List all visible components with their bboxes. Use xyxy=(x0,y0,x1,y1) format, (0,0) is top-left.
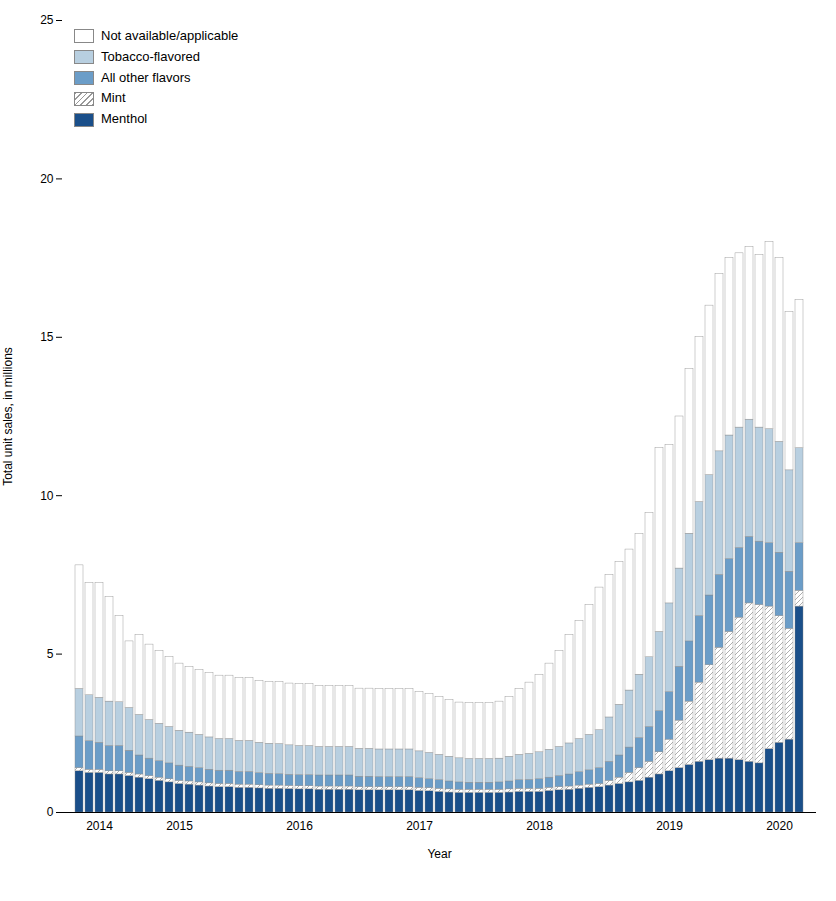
svg-text:Total unit sales, in millions: Total unit sales, in millions xyxy=(1,347,15,486)
svg-text:2016: 2016 xyxy=(286,819,313,833)
svg-text:10: 10 xyxy=(40,489,54,503)
svg-text:15: 15 xyxy=(40,330,54,344)
svg-text:Year: Year xyxy=(427,847,451,861)
html-text:Tobacco-flavored: Tobacco-flavored xyxy=(101,48,200,64)
svg-text:0: 0 xyxy=(47,805,54,819)
svg-text:2014: 2014 xyxy=(86,819,113,833)
svg-text:2015: 2015 xyxy=(166,819,193,833)
svg-text:2018: 2018 xyxy=(526,819,553,833)
svg-text:2020: 2020 xyxy=(766,819,793,833)
svg-text:25: 25 xyxy=(40,13,54,27)
html-text:Not available/applicable: Not available/applicable xyxy=(101,28,239,43)
svg-text:5: 5 xyxy=(47,647,54,661)
svg-text:2019: 2019 xyxy=(656,819,683,833)
html-text:All other flavors: All other flavors xyxy=(101,69,191,85)
svg-text:20: 20 xyxy=(40,172,54,186)
html-text:Menthol: Menthol xyxy=(101,111,148,127)
html-text:Mint: Mint xyxy=(101,90,126,106)
svg-text:2017: 2017 xyxy=(406,819,433,833)
